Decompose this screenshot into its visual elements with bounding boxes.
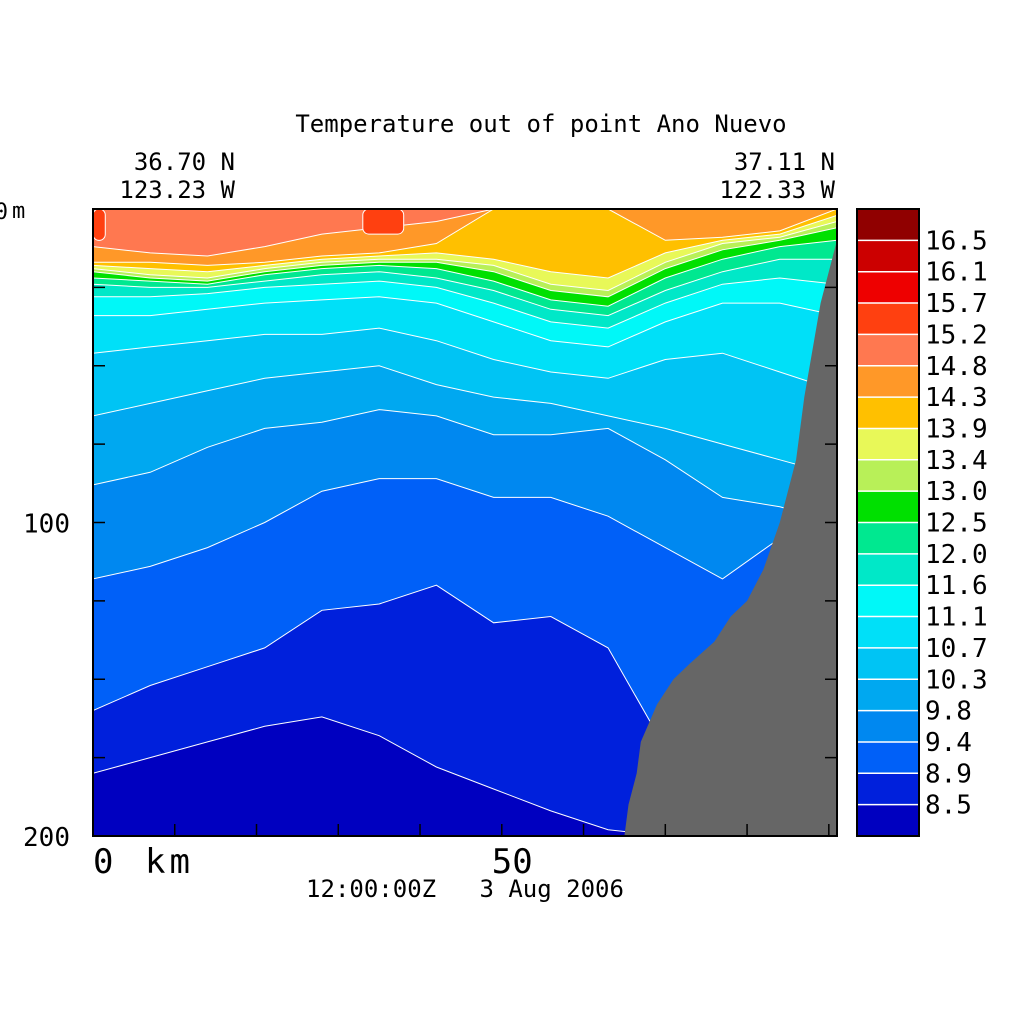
- start-longitude: 123.23 W: [119, 176, 235, 204]
- colorbar-swatch: [857, 804, 919, 837]
- x-axis-unit: km: [145, 842, 194, 882]
- y-axis-unit: m: [12, 199, 25, 224]
- isotherm-band-14-8: [93, 209, 837, 256]
- end-latitude: 37.11 N: [734, 148, 835, 176]
- colorbar-swatch: [857, 585, 919, 618]
- colorbar-swatch: [857, 209, 919, 241]
- colorbar-label: 9.8: [925, 697, 972, 727]
- isotherm-line-11-6: [93, 277, 837, 329]
- colorbar-label: 9.4: [925, 728, 972, 758]
- x-tick-label: 50: [492, 842, 533, 882]
- isotherm-line-13: [93, 227, 837, 298]
- colorbar-swatch: [857, 428, 919, 461]
- colorbar-label: 14.3: [925, 383, 988, 413]
- isotherm-line-12: [93, 258, 837, 317]
- colorbar-label: 8.5: [925, 791, 972, 821]
- isotherm-line-9-4: [93, 478, 837, 586]
- colorbar-label: 12.5: [925, 509, 988, 539]
- isotherm-line-12-5: [93, 239, 837, 307]
- isotherm-line-14-8: [93, 209, 837, 257]
- colorbar-label: 16.5: [925, 226, 988, 256]
- colorbar-swatch: [857, 679, 919, 712]
- colorbar-label: 11.6: [925, 571, 988, 601]
- y-tick-label: 0: [0, 200, 8, 225]
- warm-patch-1: [362, 209, 405, 235]
- y-tick-label: 100: [23, 510, 70, 540]
- colorbar-label: 13.0: [925, 477, 988, 507]
- colorbar-swatch: [857, 365, 919, 398]
- y-tick-label: 200: [23, 823, 70, 853]
- colorbar-label: 13.9: [925, 414, 988, 444]
- colorbar-label: 11.1: [925, 603, 988, 633]
- isotherm-line-13-4: [93, 221, 837, 292]
- colorbar-swatch: [857, 773, 919, 806]
- isotherm-line-10-3: [93, 365, 837, 476]
- colorbar-label: 15.2: [925, 320, 988, 350]
- colorbar-swatch: [857, 616, 919, 649]
- end-longitude: 122.33 W: [719, 176, 835, 204]
- colorbar-swatch: [857, 710, 919, 743]
- colorbar-swatch: [857, 240, 919, 273]
- isotherm-line-10-7: [93, 327, 837, 392]
- warm-patch-0: [93, 209, 106, 241]
- colorbar-swatch: [857, 647, 919, 680]
- isotherm-line-11-1: [93, 296, 837, 348]
- isotherm-line-14-3: [93, 209, 837, 266]
- colorbar-label: 13.4: [925, 446, 988, 476]
- colorbar-label: 10.7: [925, 634, 988, 664]
- isotherm-line-8-5: [93, 716, 837, 836]
- colorbar-label: 16.1: [925, 258, 988, 288]
- isotherm-line-13-9: [93, 214, 837, 279]
- colorbar-label: 8.9: [925, 759, 972, 789]
- colorbar-label: 12.0: [925, 540, 988, 570]
- colorbar-frame: [856, 208, 920, 837]
- colorbar-swatch: [857, 522, 919, 555]
- colorbar-swatch: [857, 303, 919, 335]
- colorbar: 8.58.99.49.810.310.711.111.612.012.513.0…: [856, 208, 988, 837]
- colorbar-swatch: [857, 271, 919, 304]
- timestamp: 12:00:00Z 3 Aug 2006: [306, 875, 624, 903]
- start-latitude: 36.70 N: [134, 148, 235, 176]
- colorbar-label: 14.8: [925, 352, 988, 382]
- colorbar-label: 15.7: [925, 289, 988, 319]
- colorbar-swatch: [857, 741, 919, 774]
- colorbar-label: 10.3: [925, 665, 988, 695]
- x-tick-label: 0: [93, 842, 113, 882]
- isotherm-line-9-8: [93, 409, 837, 523]
- seafloor-land-mask: [612, 240, 837, 836]
- colorbar-swatch: [857, 397, 919, 429]
- colorbar-swatch: [857, 553, 919, 586]
- chart-title: Temperature out of point Ano Nuevo: [295, 110, 786, 138]
- colorbar-swatch: [857, 459, 919, 492]
- colorbar-swatch: [857, 334, 919, 367]
- colorbar-swatch: [857, 491, 919, 523]
